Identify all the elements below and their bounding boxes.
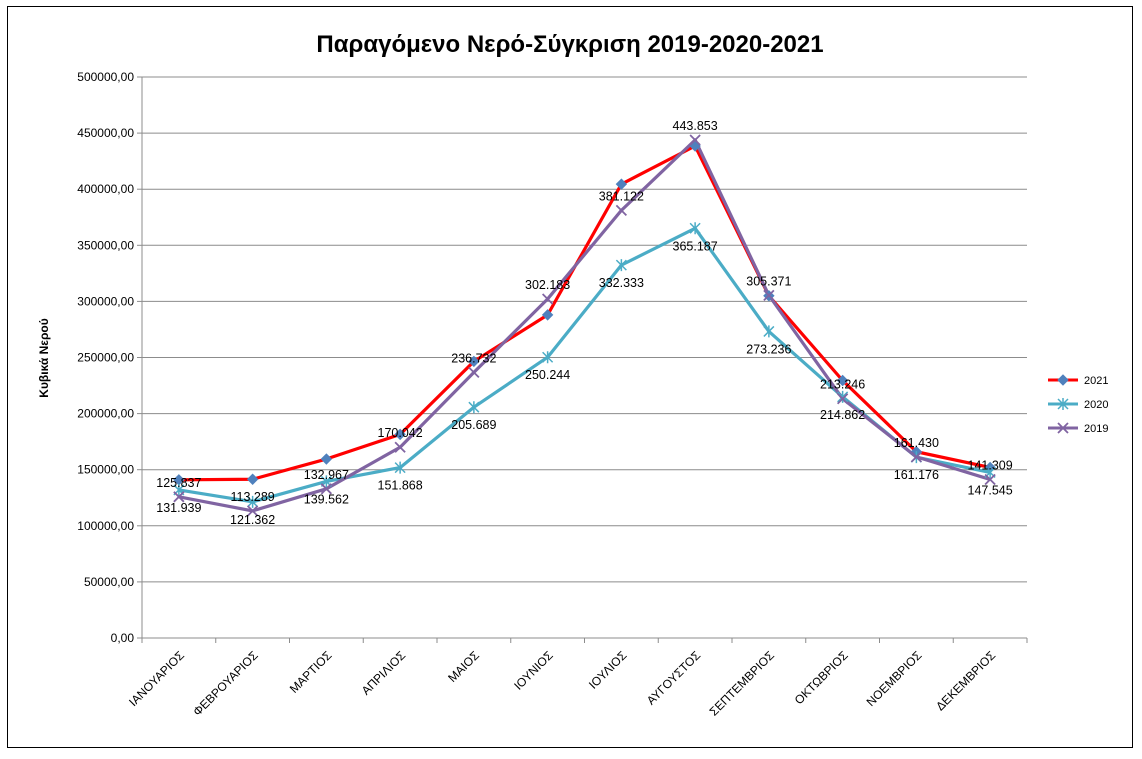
star-marker xyxy=(837,390,849,403)
chart-title: Παραγόμενο Νερό-Σύγκριση 2019-2020-2021 xyxy=(316,31,823,58)
data-label: 139.562 xyxy=(304,492,349,506)
star-marker xyxy=(468,401,480,414)
data-label: 131.939 xyxy=(156,501,201,515)
data-label: 141.309 xyxy=(968,458,1013,472)
y-tick-label: 50000,00 xyxy=(84,575,134,589)
star-marker xyxy=(542,351,554,364)
data-label: 147.545 xyxy=(968,483,1013,497)
series-line-2019 xyxy=(178,138,991,513)
x-tick-label: ΦΕΒΡΟΥΑΡΙΟΣ xyxy=(190,648,261,719)
diamond-marker xyxy=(615,178,628,190)
legend-label-2020: 2020 xyxy=(1084,399,1108,411)
x-tick-label: ΣΕΠΤΕΜΒΡΙΟΣ xyxy=(707,648,777,718)
y-tick-label: 250000,00 xyxy=(77,351,134,365)
data-label: 121.362 xyxy=(230,513,275,527)
x-tick-label: ΟΚΤΩΒΡΙΟΣ xyxy=(792,648,851,707)
x-marker xyxy=(173,491,185,503)
x-marker xyxy=(394,441,406,453)
y-tick-label: 300000,00 xyxy=(77,294,134,308)
data-labels: 125.837 131.939 113.289 121.362 132.967 139.5… xyxy=(156,119,1012,527)
series-markers xyxy=(173,134,996,517)
data-label: 151.868 xyxy=(378,479,423,493)
x-tick-label: ΙΑΝΟΥΑΡΙΟΣ xyxy=(126,648,187,709)
x-tick-label: ΜΑΡΤΙΟΣ xyxy=(287,648,335,696)
y-tick-label: 350000,00 xyxy=(77,238,134,252)
x-tick-label: ΔΕΚΕΜΒΡΙΟΣ xyxy=(933,648,998,713)
data-label: 170.042 xyxy=(378,426,423,440)
series-lines xyxy=(178,138,991,513)
diamond-marker xyxy=(394,428,406,441)
x-marker xyxy=(984,473,996,486)
diamond-marker xyxy=(468,355,480,368)
data-label: 332.333 xyxy=(599,276,644,290)
y-tick-label: 500000,00 xyxy=(77,70,134,84)
data-label: 125.837 xyxy=(156,476,201,490)
star-marker xyxy=(763,325,775,338)
series-line-2020 xyxy=(178,226,991,504)
diamond-marker xyxy=(320,453,333,465)
star-marker xyxy=(689,222,701,235)
y-tick-label: 200000,00 xyxy=(77,407,134,421)
axes xyxy=(137,76,1028,643)
diamond-marker xyxy=(836,374,849,387)
gridlines xyxy=(142,76,1027,583)
diamond-marker xyxy=(246,473,259,485)
y-tick-label: 150000,00 xyxy=(77,463,134,477)
legend-label-2021: 2021 xyxy=(1084,375,1108,387)
data-label: 365.187 xyxy=(673,239,718,253)
x-tick-label: ΙΟΥΛΙΟΣ xyxy=(586,648,629,691)
data-label: 305.371 xyxy=(746,274,791,288)
y-tick-label: 400000,00 xyxy=(77,182,134,196)
data-label: 250.244 xyxy=(525,368,570,382)
legend-label-2019: 2019 xyxy=(1084,423,1108,435)
x-marker xyxy=(246,505,259,517)
star-marker xyxy=(247,495,259,508)
x-tick-label: ΝΟΕΜΒΡΙΟΣ xyxy=(864,648,925,709)
data-label: 214.862 xyxy=(820,408,865,422)
data-label: 236.732 xyxy=(451,351,496,365)
y-tick-label: 450000,00 xyxy=(77,126,134,140)
x-marker xyxy=(615,204,628,217)
legend: 2021 2020 2019 xyxy=(1048,374,1108,435)
series-line-2021 xyxy=(178,144,991,482)
star-marker xyxy=(615,259,627,272)
y-tick-labels: 0,00 50000,00 100000,00 150000,00 200000,00 2… xyxy=(77,70,134,645)
data-label: 132.967 xyxy=(304,468,349,482)
diamond-marker xyxy=(1057,374,1069,386)
x-marker xyxy=(689,134,701,146)
y-axis-label: Κυβικά Νερού xyxy=(37,318,51,397)
data-label: 161.176 xyxy=(894,468,939,482)
data-label: 273.236 xyxy=(746,342,791,356)
diamond-marker xyxy=(541,309,554,321)
data-label: 381.122 xyxy=(599,189,644,203)
chart-frame xyxy=(7,6,1133,748)
data-label: 113.289 xyxy=(230,490,274,504)
x-marker xyxy=(836,393,849,405)
y-tick-label: 0,00 xyxy=(111,631,135,645)
x-marker xyxy=(910,451,923,463)
data-label: 302.183 xyxy=(525,278,570,292)
data-label: 443.853 xyxy=(673,119,718,133)
x-marker xyxy=(541,293,554,305)
star-marker xyxy=(1057,398,1069,410)
x-marker xyxy=(320,483,333,495)
data-label: 205.689 xyxy=(451,418,496,432)
x-marker xyxy=(763,289,775,302)
star-marker xyxy=(394,461,406,474)
x-marker xyxy=(1057,422,1069,434)
data-label: 161.430 xyxy=(894,436,939,450)
x-tick-label: ΑΠΡΙΛΙΟΣ xyxy=(359,648,409,698)
x-marker xyxy=(468,366,480,379)
x-tick-label: ΜΑΙΟΣ xyxy=(445,648,482,685)
x-tick-label: ΙΟΥΝΙΟΣ xyxy=(511,648,556,693)
y-tick-label: 100000,00 xyxy=(77,519,134,533)
data-label: 213.246 xyxy=(820,378,865,392)
x-tick-labels: ΙΑΝΟΥΑΡΙΟΣ ΦΕΒΡΟΥΑΡΙΟΣ ΜΑΡΤΙΟΣ ΑΠΡΙΛΙΟΣ ΜΑΙΟ… xyxy=(126,648,998,719)
x-tick-label: ΑΥΓΟΥΣΤΟΣ xyxy=(644,648,703,707)
